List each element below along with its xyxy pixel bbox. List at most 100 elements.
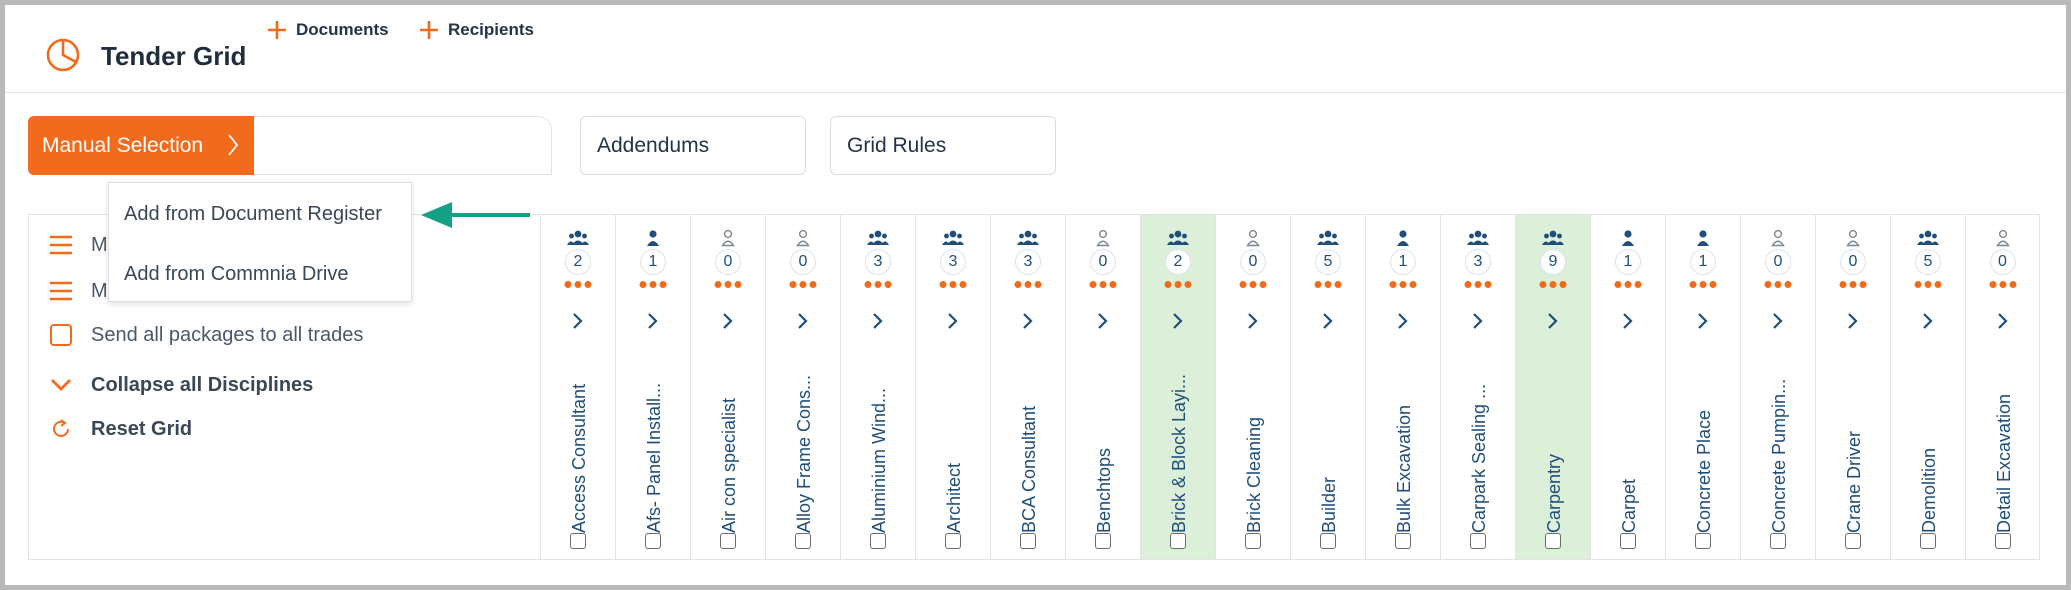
recipient-count-badge[interactable]: 0 (1090, 249, 1116, 275)
recipient-count-badge[interactable]: 0 (1240, 249, 1266, 275)
trade-checkbox[interactable] (1320, 533, 1336, 549)
more-options-icon[interactable] (939, 281, 967, 288)
recipient-count-badge[interactable]: 0 (1765, 249, 1791, 275)
menu-row-1[interactable]: M (47, 231, 108, 259)
trade-name-area: Benchtops (1066, 345, 1141, 533)
recipient-count-badge[interactable]: 3 (1465, 249, 1491, 275)
trade-checkbox[interactable] (1245, 533, 1261, 549)
trade-checkbox[interactable] (1920, 533, 1936, 549)
chevron-right-icon[interactable] (1921, 311, 1935, 331)
recipient-count-badge[interactable]: 0 (1989, 249, 2016, 275)
chevron-right-icon[interactable] (1471, 311, 1485, 331)
chevron-right-icon[interactable] (1696, 311, 1710, 331)
trade-checkbox[interactable] (870, 533, 886, 549)
recipient-count-badge[interactable]: 0 (790, 249, 816, 275)
menu-item-commnia-drive[interactable]: Add from Commnia Drive (124, 263, 349, 285)
trade-checkbox[interactable] (945, 533, 961, 549)
chevron-right-icon[interactable] (1021, 311, 1035, 331)
trade-checkbox[interactable] (1770, 533, 1786, 549)
send-all-packages-option[interactable]: Send all packages to all trades (47, 321, 363, 349)
chevron-right-icon[interactable] (571, 311, 585, 331)
trade-checkbox[interactable] (1620, 533, 1636, 549)
chevron-right-icon[interactable] (1321, 311, 1335, 331)
more-options-icon[interactable] (1014, 281, 1042, 288)
trade-checkbox[interactable] (1994, 533, 2011, 549)
recipient-count-badge[interactable]: 3 (940, 249, 966, 275)
trade-column: 2 Access Consultant (540, 215, 615, 559)
trade-checkbox[interactable] (1095, 533, 1111, 549)
chevron-right-icon[interactable] (721, 311, 735, 331)
more-options-icon[interactable] (1764, 281, 1792, 288)
trade-checkbox[interactable] (795, 533, 811, 549)
recipient-count-badge[interactable]: 3 (1015, 249, 1041, 275)
recipient-count-badge[interactable]: 1 (640, 249, 666, 275)
chevron-right-icon[interactable] (1546, 311, 1560, 331)
trade-checkbox[interactable] (1470, 533, 1486, 549)
menu-row-2[interactable]: M (47, 277, 108, 305)
collapse-disciplines-button[interactable]: Collapse all Disciplines (47, 371, 313, 399)
more-options-icon[interactable] (564, 281, 592, 288)
trade-column: 0 Alloy Frame Cons... (765, 215, 840, 559)
more-options-icon[interactable] (1914, 281, 1942, 288)
more-options-icon[interactable] (1389, 281, 1417, 288)
chevron-right-icon (228, 134, 239, 156)
more-options-icon[interactable] (1164, 281, 1192, 288)
recipient-count-badge[interactable]: 5 (1915, 249, 1941, 275)
recipient-count-badge[interactable]: 3 (865, 249, 891, 275)
recipient-count-badge[interactable]: 1 (1615, 249, 1641, 275)
chevron-right-icon[interactable] (1096, 311, 1110, 331)
chevron-right-icon[interactable] (646, 311, 660, 331)
recipient-count-badge[interactable]: 0 (715, 249, 741, 275)
chevron-right-icon[interactable] (1996, 311, 2010, 331)
add-documents-button[interactable]: Documents (266, 0, 389, 59)
recipient-count-badge[interactable]: 1 (1690, 249, 1716, 275)
trade-checkbox[interactable] (1545, 533, 1561, 549)
checkbox-icon[interactable] (47, 321, 75, 349)
recipient-count-badge[interactable]: 0 (1840, 249, 1866, 275)
chevron-right-icon[interactable] (871, 311, 885, 331)
more-options-icon[interactable] (1989, 281, 2016, 288)
more-options-icon[interactable] (1239, 281, 1267, 288)
more-options-icon[interactable] (1539, 281, 1567, 288)
more-options-icon[interactable] (1314, 281, 1342, 288)
chevron-right-icon[interactable] (946, 311, 960, 331)
more-options-icon[interactable] (1689, 281, 1717, 288)
more-options-icon[interactable] (1614, 281, 1642, 288)
more-options-icon[interactable] (714, 281, 742, 288)
more-options-icon[interactable] (1089, 281, 1117, 288)
more-options-icon[interactable] (1839, 281, 1867, 288)
plus-icon (420, 20, 438, 39)
trade-checkbox[interactable] (1170, 533, 1186, 549)
menu-item-document-register[interactable]: Add from Document Register (124, 203, 382, 225)
grid-rules-button[interactable]: Grid Rules (830, 116, 1056, 175)
chevron-right-icon[interactable] (1396, 311, 1410, 331)
manual-selection-button[interactable]: Manual Selection (28, 116, 254, 175)
chevron-right-icon[interactable] (1171, 311, 1185, 331)
trade-name: Carpark Sealing ... (1469, 383, 1489, 533)
chevron-right-icon[interactable] (796, 311, 810, 331)
more-options-icon[interactable] (639, 281, 667, 288)
trade-checkbox[interactable] (570, 533, 586, 549)
recipient-count-badge[interactable]: 1 (1390, 249, 1416, 275)
reset-grid-button[interactable]: Reset Grid (47, 415, 192, 443)
recipient-count-badge[interactable]: 2 (565, 249, 591, 275)
chevron-right-icon[interactable] (1846, 311, 1860, 331)
more-options-icon[interactable] (789, 281, 817, 288)
trade-checkbox[interactable] (1695, 533, 1711, 549)
recipient-count-badge[interactable]: 2 (1165, 249, 1191, 275)
add-recipients-button[interactable]: Recipients (418, 0, 534, 59)
trade-checkbox[interactable] (720, 533, 736, 549)
trade-checkbox[interactable] (1395, 533, 1411, 549)
trade-checkbox[interactable] (1020, 533, 1036, 549)
more-options-icon[interactable] (1464, 281, 1492, 288)
recipient-count-badge[interactable]: 5 (1315, 249, 1341, 275)
recipient-count-badge[interactable]: 9 (1540, 249, 1566, 275)
trade-checkbox[interactable] (1845, 533, 1861, 549)
chevron-right-icon[interactable] (1246, 311, 1260, 331)
trade-checkbox[interactable] (645, 533, 661, 549)
trade-name-area: Carpet (1591, 345, 1666, 533)
addendums-button[interactable]: Addendums (580, 116, 806, 175)
chevron-right-icon[interactable] (1771, 311, 1785, 331)
more-options-icon[interactable] (864, 281, 892, 288)
chevron-right-icon[interactable] (1621, 311, 1635, 331)
